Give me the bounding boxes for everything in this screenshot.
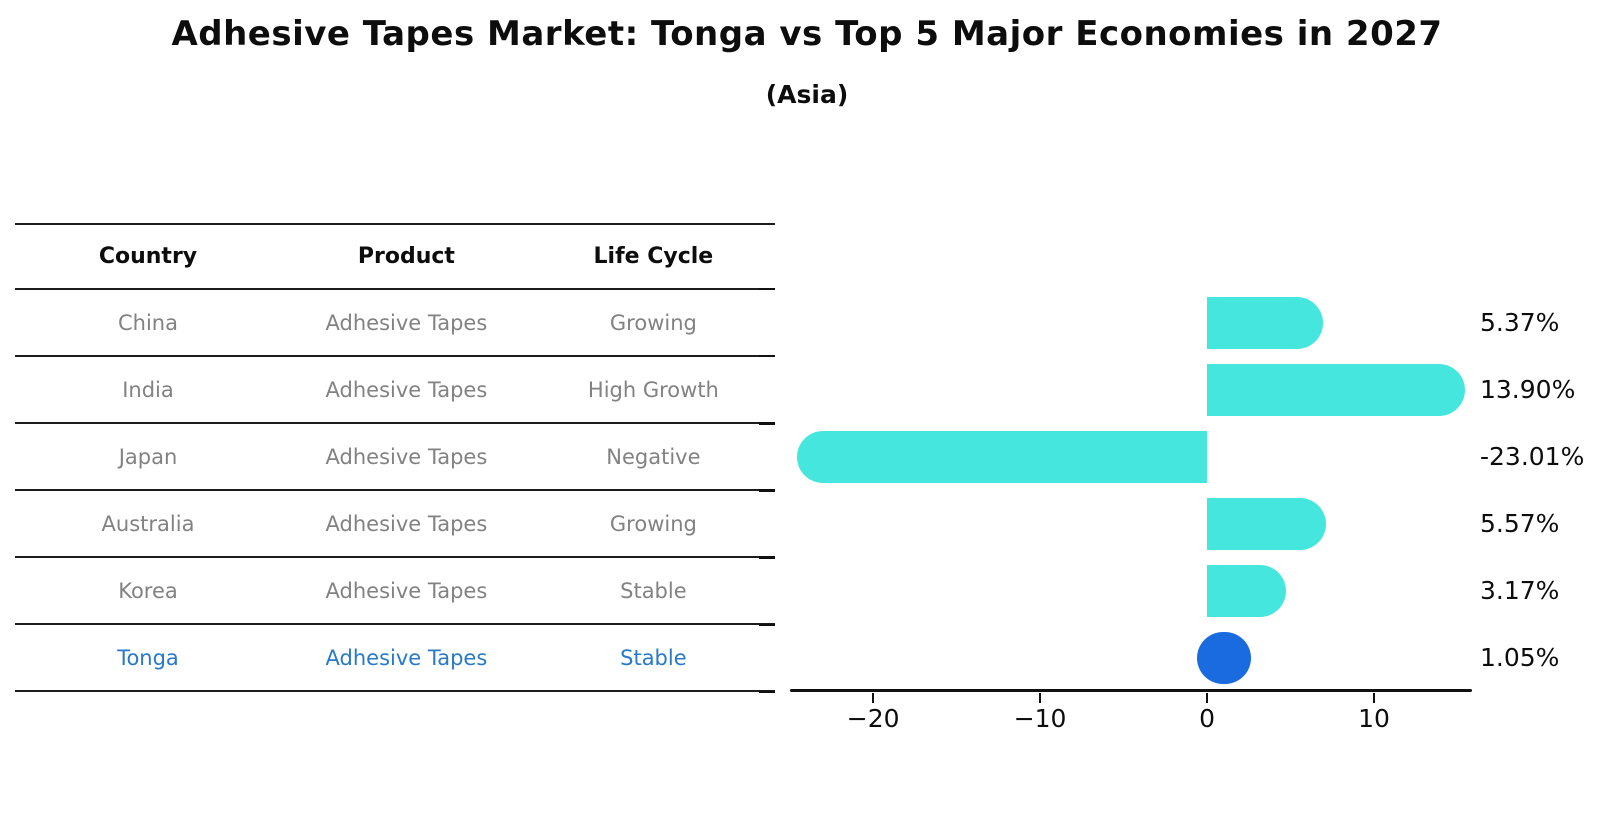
- x-tick-label: −10: [1013, 704, 1067, 733]
- column-header-life-cycle: Life Cycle: [593, 244, 714, 269]
- bar-plot: −20 −10 0 10 5.37% 13.90% -23.01% 5.57% 3.17% 1.0…: [759, 287, 1584, 733]
- y-tick-mark: [759, 422, 775, 425]
- table-row-japan: Japan Adhesive Tapes Negative: [15, 424, 775, 491]
- x-tick-label: −20: [846, 704, 900, 733]
- cell-life-cycle: Growing: [609, 310, 697, 335]
- cell-life-cycle: Growing: [609, 511, 697, 536]
- cell-country: Tonga: [117, 645, 179, 670]
- table-row-korea: Korea Adhesive Tapes Stable: [15, 558, 775, 625]
- y-tick-mark: [759, 690, 775, 694]
- x-tick-mark: [871, 693, 875, 703]
- chart-subtitle: (Asia): [765, 80, 849, 109]
- table-row-india: India Adhesive Tapes High Growth: [15, 357, 775, 424]
- column-header-country: Country: [98, 244, 198, 269]
- cell-life-cycle: Stable: [620, 645, 687, 670]
- column-header-product: Product: [357, 244, 455, 269]
- cell-life-cycle: Stable: [620, 578, 687, 603]
- y-tick-mark: [759, 489, 775, 492]
- cell-product: Adhesive Tapes: [325, 377, 488, 402]
- cell-country: Japan: [118, 444, 178, 469]
- bar-china: [1207, 296, 1323, 349]
- x-tick-label: 10: [1358, 704, 1390, 733]
- x-tick-label: 0: [1199, 704, 1215, 733]
- cell-life-cycle: Negative: [606, 444, 701, 469]
- value-label-australia: 5.57%: [1480, 509, 1560, 539]
- country-table: Country Product Life Cycle China Adhesive…: [15, 223, 775, 692]
- value-label-china: 5.37%: [1480, 307, 1560, 337]
- y-tick-mark: [759, 287, 775, 291]
- bar-india: [1207, 363, 1466, 416]
- value-label-korea: 3.17%: [1480, 576, 1560, 606]
- cell-country: Australia: [101, 511, 195, 536]
- y-tick-mark: [759, 623, 775, 627]
- bar-australia: [1207, 498, 1327, 551]
- x-axis-line: [790, 689, 1472, 692]
- table-row-tonga: Tonga Adhesive Tapes Stable: [15, 625, 775, 692]
- y-tick-mark: [759, 354, 775, 358]
- table-row-australia: Australia Adhesive Tapes Growing: [15, 491, 775, 558]
- x-tick-mark: [1372, 693, 1376, 703]
- bar-tonga: [1197, 632, 1252, 685]
- cell-country: China: [118, 310, 178, 335]
- bar-japan: [796, 430, 1208, 483]
- cell-country: Korea: [118, 578, 178, 603]
- cell-life-cycle: High Growth: [587, 377, 719, 402]
- x-tick-mark: [1205, 693, 1209, 703]
- x-tick-mark: [1038, 693, 1042, 703]
- table-header-row: Country Product Life Cycle: [15, 225, 775, 290]
- value-label-india: 13.90%: [1480, 374, 1576, 404]
- value-label-tonga: 1.05%: [1480, 643, 1560, 673]
- cell-product: Adhesive Tapes: [325, 511, 488, 536]
- cell-product: Adhesive Tapes: [325, 578, 488, 603]
- cell-product: Adhesive Tapes: [325, 444, 488, 469]
- y-tick-mark: [759, 556, 775, 559]
- value-label-japan: -23.01%: [1480, 441, 1585, 471]
- cell-country: India: [122, 377, 174, 402]
- table-row-china: China Adhesive Tapes Growing: [15, 290, 775, 357]
- bar-korea: [1207, 565, 1286, 618]
- table-body: China Adhesive Tapes Growing India Adhesive …: [15, 290, 775, 692]
- cell-product: Adhesive Tapes: [325, 310, 488, 335]
- cell-product: Adhesive Tapes: [325, 645, 488, 670]
- chart-title: Adhesive Tapes Market: Tonga vs Top 5 Ma…: [171, 14, 1443, 54]
